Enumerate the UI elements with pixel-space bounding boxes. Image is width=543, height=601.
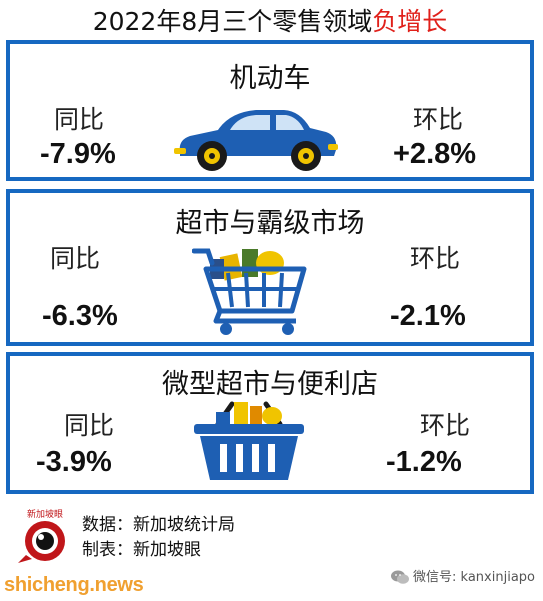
panel-title: 超市与霸级市场 <box>175 208 365 239</box>
mom-label: 环比 <box>413 105 464 134</box>
panel-title: 微型超市与便利店 <box>162 369 378 400</box>
yoy-value: -6.3% <box>42 300 118 332</box>
wechat-id: 微信号: kanxinjiapo <box>391 566 535 585</box>
site-name[interactable]: shicheng.news <box>4 574 144 596</box>
mom-label: 环比 <box>410 244 461 273</box>
page-title: 2022年8月三个零售领域负增长 <box>20 2 520 38</box>
title-highlight: 负增长 <box>372 7 448 36</box>
shopping-cart-icon <box>192 248 307 335</box>
mom-label: 环比 <box>420 411 471 440</box>
car-icon <box>174 110 338 171</box>
mom-value: -1.2% <box>386 446 462 478</box>
maker-text: 制表：新加坡眼 <box>82 540 201 560</box>
xinjiapoyan-logo: 新加坡眼 <box>16 507 74 565</box>
mom-value: +2.8% <box>393 138 477 170</box>
source-text: 数据：新加坡统计局 <box>82 515 235 535</box>
panel-minimarts: 微型超市与便利店 同比 -3.9% 环比 -1.2% <box>6 352 534 494</box>
title-main: 2022年8月三个零售领域 <box>92 7 373 36</box>
yoy-label: 同比 <box>64 411 115 440</box>
panel-title: 机动车 <box>229 63 311 94</box>
wechat-icon <box>391 570 410 584</box>
panel-supermarkets: 超市与霸级市场 同比 -6.3% 环比 -2.1% <box>6 189 534 346</box>
wechat-text: 微信号: kanxinjiapo <box>413 570 535 585</box>
shopping-basket-icon <box>194 401 304 480</box>
logo-text: 新加坡眼 <box>27 508 63 520</box>
mom-value: -2.1% <box>390 300 466 332</box>
panel-motor-vehicles: 机动车 同比 -7.9% 环比 +2.8% <box>6 40 534 181</box>
yoy-value: -3.9% <box>36 446 112 478</box>
yoy-label: 同比 <box>50 244 101 273</box>
yoy-label: 同比 <box>54 105 105 134</box>
yoy-value: -7.9% <box>40 138 116 170</box>
